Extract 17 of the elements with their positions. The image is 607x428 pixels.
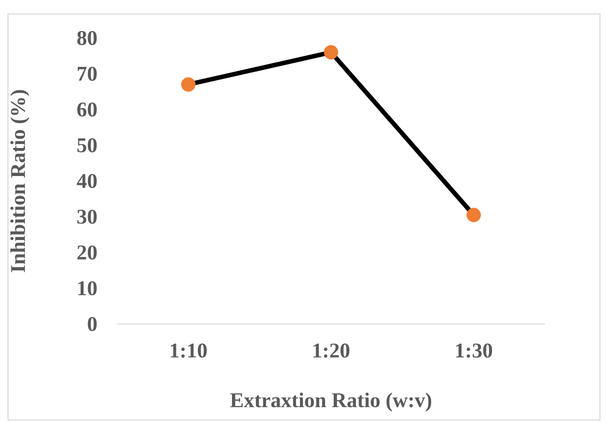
y-tick-label: 80 [77, 30, 97, 46]
point [181, 77, 196, 92]
x-axis-title: Extraxtion Ratio (w:v) [230, 392, 432, 412]
y-tick-label: 0 [88, 316, 97, 332]
x-tick-label: 1:10 [170, 344, 207, 358]
y-tick-label: 30 [77, 210, 97, 224]
y-axis-title: Inhibition Ratio (%) [10, 90, 30, 272]
point [466, 208, 481, 222]
y-tick-label: 20 [77, 245, 97, 260]
y-tick-label: 10 [78, 281, 97, 296]
y-tick-label: 50 [77, 138, 97, 152]
y-tick-label: 40 [76, 174, 97, 188]
x-tick-label: 1:30 [456, 344, 492, 358]
x-tick-label: 1:20 [314, 344, 350, 358]
y-tick-label: 70 [78, 66, 97, 81]
point [324, 45, 338, 60]
y-tick-label: 60 [77, 102, 97, 117]
